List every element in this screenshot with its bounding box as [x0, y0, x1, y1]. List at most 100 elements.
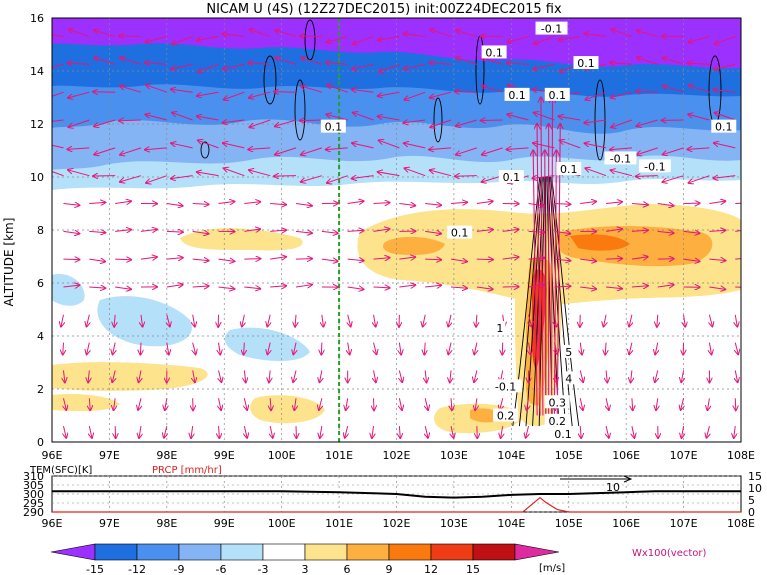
contour-label: 1 — [496, 322, 503, 335]
colorbar-segment — [430, 543, 474, 561]
wind-vector — [146, 175, 167, 183]
wind-vector — [139, 426, 141, 438]
wind-vector — [448, 314, 451, 327]
colorbar-unit: [m/s] — [539, 563, 565, 574]
wind-vector — [63, 285, 79, 287]
wind-vector — [709, 342, 711, 355]
wind-vector — [687, 63, 710, 64]
wind-vector — [301, 86, 323, 93]
colorbar-segment — [220, 543, 264, 561]
wind-vector — [293, 370, 296, 382]
colorbar-tick-label: 3 — [302, 563, 309, 575]
wind-vector — [637, 30, 658, 38]
prcp-tick-label: 0 — [748, 506, 755, 519]
wind-vector — [347, 287, 364, 289]
wind-vector — [348, 314, 351, 327]
wind-vector — [631, 204, 648, 205]
contour-label-box — [489, 379, 522, 393]
wind-vector — [500, 398, 503, 410]
wind-vector — [373, 287, 390, 288]
contour-label-box — [604, 151, 637, 165]
prcp-tick-label: 5 — [748, 494, 755, 507]
wind-vector — [270, 230, 286, 231]
wind-vector — [326, 114, 348, 121]
wind-vector — [347, 201, 364, 203]
wind-vector — [655, 342, 658, 355]
wind-vector — [501, 426, 503, 438]
wind-vector — [709, 287, 725, 289]
contour-label-box — [535, 21, 568, 35]
wind-vector — [301, 147, 323, 155]
wind-vector — [146, 115, 167, 121]
wind-vector — [68, 91, 90, 98]
x-tick-label: 97E — [99, 449, 120, 462]
contour-label-box — [544, 395, 570, 409]
wind-vector — [94, 58, 116, 65]
contour-label-box — [556, 162, 582, 176]
wind-vector — [242, 314, 245, 327]
wind-vector — [403, 120, 426, 123]
wind-vector — [681, 398, 684, 410]
wind-vector — [114, 314, 115, 327]
wind-vector — [403, 34, 426, 37]
wind-vector — [373, 229, 390, 231]
wind-vector — [451, 287, 467, 288]
wind-vector — [67, 148, 90, 150]
wind-vector — [580, 287, 596, 289]
wind-vector — [734, 426, 736, 438]
wind-vector — [353, 36, 374, 44]
wind-vector — [585, 143, 607, 149]
wind-vector — [560, 140, 581, 149]
wind-vector — [476, 287, 493, 289]
wind-vector — [145, 63, 167, 65]
wind-vector — [112, 370, 115, 382]
wind-vector — [193, 314, 195, 327]
wind-vector — [88, 370, 89, 382]
wind-vector — [248, 63, 271, 65]
wind-vector — [69, 119, 90, 127]
contour-loop — [294, 79, 306, 141]
colorbar-tick-label: -15 — [86, 563, 104, 575]
colorbar-tick-label: 15 — [466, 563, 480, 575]
wind-vector — [374, 370, 376, 382]
colorbar-tick-label: 9 — [386, 563, 393, 575]
vector-legend-label: Wx100(vector) — [632, 548, 707, 559]
wind-vector — [554, 231, 570, 233]
wind-vector — [529, 314, 532, 327]
wind-vector — [275, 58, 297, 65]
wind-vector — [423, 314, 426, 327]
wind-vector — [534, 113, 555, 121]
colorbar: -15 -12 -9 -6 -3 3 6 9 12 15 — [50, 543, 560, 575]
band-plus9 — [570, 234, 630, 251]
wind-vector — [192, 204, 209, 205]
wind-vector — [637, 147, 658, 155]
wind-vector — [321, 259, 338, 261]
wind-vector — [688, 114, 710, 121]
wind-vector — [267, 342, 270, 355]
tem-tick-label: 295 — [23, 497, 44, 510]
lower-x-axis-ticks: 96E 97E 98E 99E 100E 101E 102E 103E 104E 105E 106E… — [42, 517, 755, 530]
wind-vector — [610, 148, 632, 150]
wind-vector — [270, 398, 271, 410]
tem-annotation: 10 — [606, 481, 620, 494]
wind-vector — [89, 259, 105, 261]
colorbar-segment — [94, 543, 138, 561]
wind-vector — [559, 116, 581, 121]
wind-vector — [482, 147, 503, 155]
x-tick-label: 99E — [214, 449, 235, 462]
updraft-vector — [533, 151, 538, 416]
wind-vector — [657, 314, 658, 327]
wind-vector — [171, 143, 193, 149]
wind-vector — [327, 175, 348, 183]
wind-vector — [192, 231, 209, 233]
wind-vector — [89, 287, 105, 288]
colorbar-segment — [136, 543, 180, 561]
contour-label-box — [494, 321, 506, 335]
wind-vector — [580, 259, 596, 261]
contour-loop — [433, 97, 443, 143]
colorbar-tick-label: -6 — [216, 563, 227, 575]
lowlevel-plus3-west2 — [52, 394, 120, 412]
updraft-vector — [537, 124, 541, 416]
colorbar-segment — [178, 543, 222, 561]
wind-vector — [353, 113, 374, 121]
